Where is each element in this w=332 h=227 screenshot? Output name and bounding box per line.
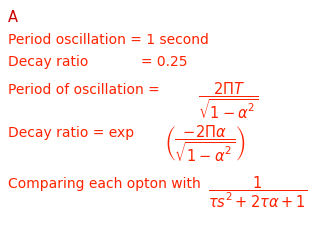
Text: $\left(\dfrac{-2\Pi\alpha}{\sqrt{1-\alpha^{2}}}\right)$: $\left(\dfrac{-2\Pi\alpha}{\sqrt{1-\alph… xyxy=(164,123,246,163)
Text: Period oscillation = 1 second: Period oscillation = 1 second xyxy=(8,33,209,47)
Text: A: A xyxy=(8,10,18,25)
Text: Decay ratio            = 0.25: Decay ratio = 0.25 xyxy=(8,55,188,69)
Text: $\dfrac{1}{\tau s^{2}+2\tau\alpha+1}$: $\dfrac{1}{\tau s^{2}+2\tau\alpha+1}$ xyxy=(208,174,306,210)
Text: $\dfrac{2\Pi T}{\sqrt{1-\alpha^{2}}}$: $\dfrac{2\Pi T}{\sqrt{1-\alpha^{2}}}$ xyxy=(198,81,258,121)
Text: Decay ratio = exp: Decay ratio = exp xyxy=(8,125,134,139)
Text: Comparing each opton with: Comparing each opton with xyxy=(8,177,206,190)
Text: Period of oscillation =: Period of oscillation = xyxy=(8,83,164,97)
